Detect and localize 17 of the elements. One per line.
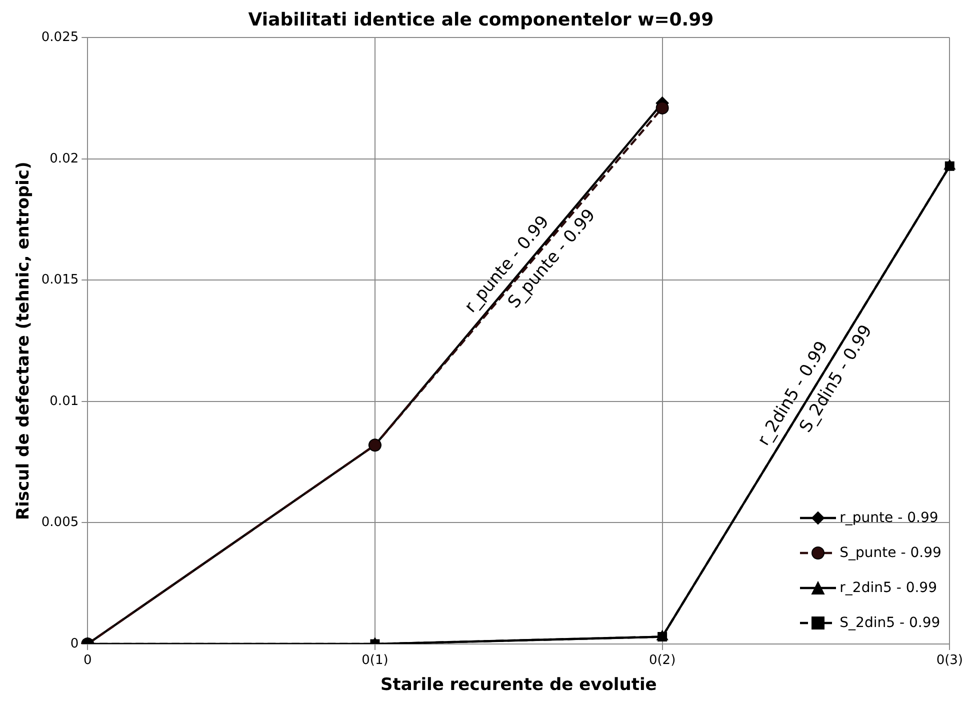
x-tick-label: 0(1) [362,653,388,668]
y-axis-title: Riscul de defectare (tehnic, entropic) [14,162,34,520]
y-tick-label: 0 [70,636,79,652]
y-tick-label: 0.015 [41,272,79,288]
x-tick-label: 0(2) [648,653,676,668]
x-tick-label: 0 [83,653,92,668]
legend-label: r_2din5 - 0.99 [840,580,937,596]
legend-label: S_2din5 - 0.99 [840,614,940,630]
y-tick-label: 0.02 [50,151,79,166]
x-axis-title: Starile recurente de evolutie [380,675,657,696]
x-tick-label: 0(3) [936,653,963,668]
y-tick-label: 0.01 [50,394,79,409]
legend-label: S_punte - 0.99 [840,544,942,560]
legend-label: r_punte - 0.99 [840,510,938,526]
y-tick-label: 0.025 [41,30,79,45]
chart-title: Viabilitati identice ale componentelor w=0.99 [248,9,714,30]
y-tick-label: 0.005 [41,515,79,530]
